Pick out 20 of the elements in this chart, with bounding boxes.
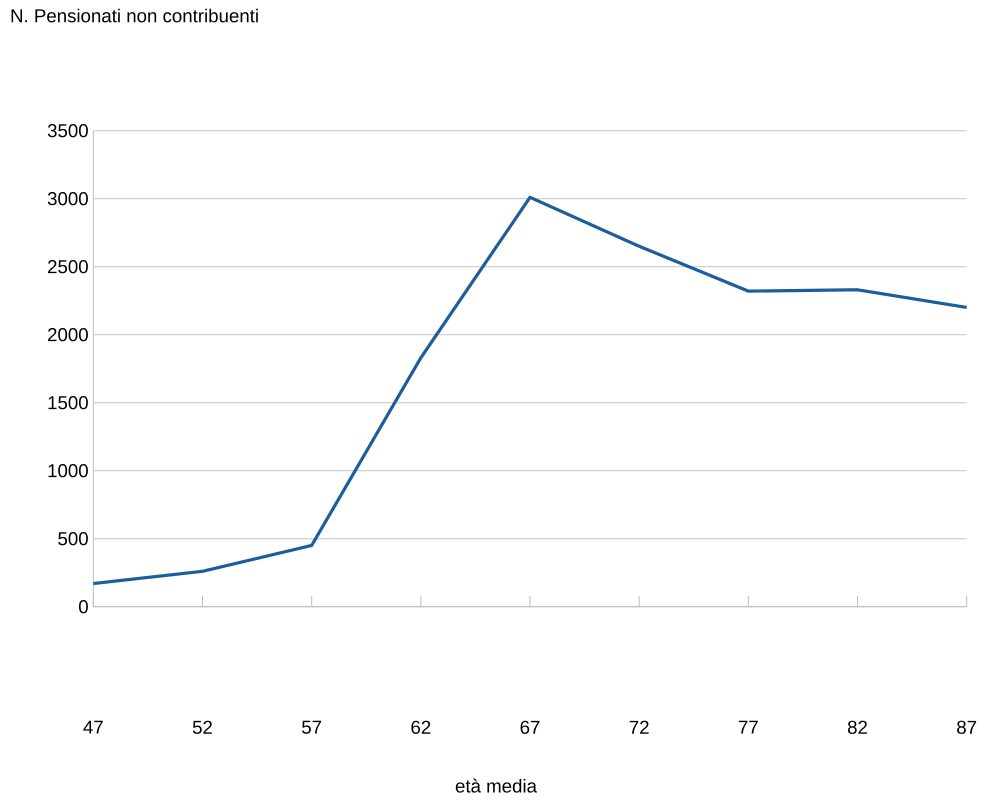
y-tick-label: 2000 [48,328,88,342]
y-tick-label: 1500 [48,396,88,410]
y-tick-label: 3500 [48,124,88,138]
x-tick-label: 62 [411,720,430,734]
y-tick-label: 500 [58,532,88,546]
y-tick-label: 3000 [48,192,88,206]
x-tick-label: 67 [520,720,540,734]
chart-title: N. Pensionati non contribuenti [12,8,258,22]
x-tick-label: 72 [630,720,649,734]
y-tick-label: 2500 [48,260,88,274]
x-tick-label: 77 [738,720,758,734]
x-axis-title: età media [456,778,537,793]
x-tick-label: 82 [848,720,867,734]
line-series [92,196,968,586]
y-tick-label: 1000 [48,464,88,478]
x-tick-label: 47 [83,720,103,734]
x-tick-label: 57 [302,720,322,734]
x-tick-label: 87 [957,720,976,734]
x-tick-label: 52 [192,720,212,734]
y-tick-label: 0 [78,600,88,614]
